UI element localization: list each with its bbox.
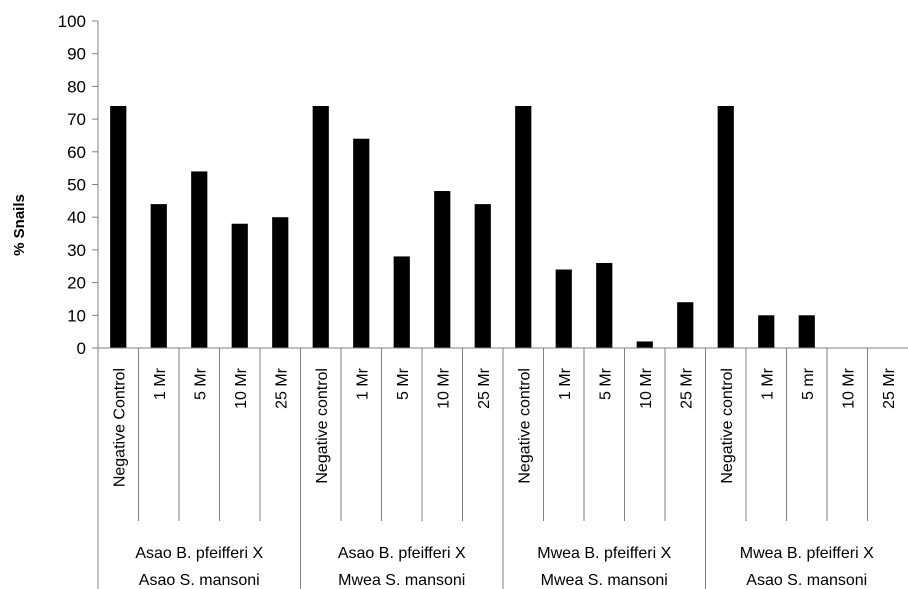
category-label: 5 mr (800, 367, 817, 400)
category-label: 25 Mr (881, 367, 898, 409)
category-label: 5 Mr (192, 367, 209, 400)
x-axis: Negative Control 1 Mr 5 Mr 10 Mr 25 Mr Asao B… (97, 347, 908, 589)
group-label-line2: Mwea S. mansoni (541, 572, 668, 589)
category-label: 5 Mr (597, 367, 614, 400)
y-tick-label: 80 (67, 77, 86, 96)
bar (555, 269, 572, 348)
category-label: 10 Mr (233, 367, 250, 409)
bar (515, 106, 532, 349)
bar (474, 204, 491, 348)
y-tick-label: 20 (67, 274, 86, 293)
category-label: 10 Mr (435, 367, 452, 409)
group-label-line2: Asao S. mansoni (139, 572, 260, 589)
category-label: 25 Mr (476, 367, 493, 409)
category-label: 10 Mr (638, 367, 655, 409)
group-label-line2: Asao S. mansoni (746, 572, 867, 589)
bar (636, 341, 653, 348)
y-tick-label: 40 (67, 208, 86, 227)
category-label: 1 Mr (152, 367, 169, 400)
y-tick-label: 50 (67, 176, 86, 195)
group-label-line1: Mwea B. pfeifferi X (740, 545, 874, 562)
category-label: 10 Mr (840, 367, 857, 409)
y-axis-label: % Snails (11, 194, 28, 256)
y-tick-label: 0 (77, 339, 86, 358)
y-tick-label: 60 (67, 143, 86, 162)
category-label: 25 Mr (678, 367, 695, 409)
group-label-line1: Asao B. pfeifferi X (338, 545, 466, 562)
y-tick-label: 70 (67, 110, 86, 129)
y-tick-label: 30 (67, 241, 86, 260)
bar (191, 171, 208, 348)
category-label: Negative control (516, 368, 533, 484)
group-label-line2: Mwea S. mansoni (338, 572, 465, 589)
bar (677, 302, 694, 348)
bar (798, 315, 815, 348)
group-label-line1: Mwea B. pfeifferi X (537, 545, 671, 562)
bar (393, 256, 410, 348)
y-axis: 0 10 20 30 40 50 60 70 80 90 100 (58, 12, 99, 358)
bar (272, 217, 289, 348)
category-label: 1 Mr (759, 367, 776, 400)
bars (110, 106, 815, 349)
category-label: 1 Mr (354, 367, 371, 400)
category-label: Negative Control (111, 368, 128, 487)
bar (758, 315, 775, 348)
y-tick-label: 10 (67, 306, 86, 325)
bar (353, 138, 370, 348)
category-label: Negative control (719, 368, 736, 484)
bar (717, 106, 734, 349)
y-tick-label: 90 (67, 45, 86, 64)
bar (150, 204, 167, 348)
category-label: 1 Mr (557, 367, 574, 400)
category-label: Negative control (314, 368, 331, 484)
bar (231, 223, 248, 348)
category-label: 25 Mr (273, 367, 290, 409)
group-label-line1: Asao B. pfeifferi X (135, 545, 263, 562)
bar (312, 106, 329, 349)
bar (596, 262, 613, 348)
y-tick-label: 100 (58, 12, 86, 31)
bar (434, 191, 451, 348)
bar (110, 106, 127, 349)
category-label: 5 Mr (395, 367, 412, 400)
